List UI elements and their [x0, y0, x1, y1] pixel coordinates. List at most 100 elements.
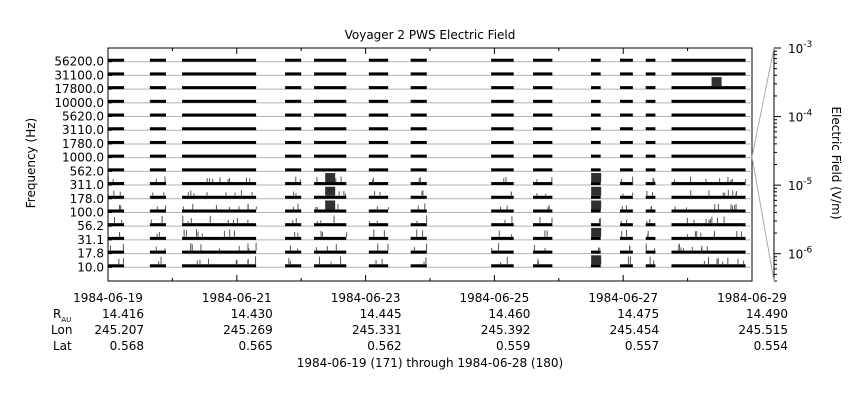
data-segment: [182, 195, 257, 199]
noise-spike: [500, 206, 502, 210]
data-segment: [149, 99, 166, 103]
data-segment: [149, 154, 166, 158]
noise-spike: [707, 257, 709, 265]
data-segment: [645, 182, 656, 186]
noise-spike: [387, 243, 389, 251]
row-label-r: RAU: [53, 307, 71, 324]
noise-spike: [622, 193, 624, 196]
y-tick-label: 5620.0: [62, 110, 104, 124]
noise-spike: [735, 193, 737, 196]
noise-spike: [599, 218, 601, 224]
data-segment: [645, 113, 656, 117]
data-segment: [619, 140, 633, 144]
data-segment: [591, 99, 601, 103]
noise-spike: [164, 248, 166, 251]
y-tick-label: 56.2: [77, 219, 104, 233]
data-segment: [285, 168, 302, 172]
noise-spike: [190, 190, 192, 196]
noise-spike: [418, 178, 420, 183]
data-segment: [619, 72, 633, 76]
data-segment: [410, 209, 427, 213]
noise-spike: [717, 204, 719, 210]
noise-spike: [731, 178, 733, 183]
data-segment: [285, 99, 302, 103]
data-segment: [285, 209, 302, 213]
data-segment: [591, 236, 601, 240]
noise-spike: [422, 190, 424, 196]
noise-spike: [723, 216, 725, 224]
data-segment: [285, 58, 302, 62]
x-tick-date: 1984-06-21: [202, 291, 272, 305]
plot-layer: 56200.031100.017800.010000.05620.03110.0…: [54, 40, 812, 353]
data-segment: [671, 250, 746, 254]
noise-spike: [498, 243, 500, 251]
noise-spike: [316, 221, 318, 224]
data-segment: [645, 72, 656, 76]
data-segment: [182, 86, 257, 90]
burst-mark: [591, 255, 602, 265]
data-segment: [533, 99, 553, 103]
data-segment: [591, 223, 601, 227]
noise-spike: [536, 193, 538, 196]
noise-spike: [647, 231, 649, 237]
noise-spike: [682, 248, 684, 251]
noise-spike: [649, 219, 651, 224]
chart-title: Voyager 2 PWS Electric Field: [345, 28, 516, 42]
x-tick-r-value: 14.430: [231, 307, 273, 321]
data-segment: [368, 99, 389, 103]
data-segment: [533, 223, 553, 227]
noise-spike: [247, 203, 249, 210]
data-segment: [533, 236, 553, 240]
data-segment: [491, 72, 514, 76]
data-segment: [410, 223, 427, 227]
colorbar-connector: [751, 47, 775, 158]
noise-spike: [708, 219, 710, 224]
noise-spike: [724, 192, 726, 196]
noise-spike: [621, 231, 623, 237]
noise-spike: [547, 206, 549, 210]
noise-spike: [113, 190, 115, 196]
noise-spike: [505, 177, 507, 183]
data-segment: [108, 140, 125, 144]
noise-spike: [510, 192, 512, 196]
noise-spike: [598, 218, 600, 224]
data-segment: [108, 209, 125, 213]
data-segment: [368, 209, 389, 213]
data-segment: [149, 195, 166, 199]
data-segment: [108, 113, 125, 117]
noise-spike: [297, 248, 299, 251]
y-tick-label: 56200.0: [54, 55, 104, 69]
noise-spike: [736, 231, 738, 237]
colorbar-tick-exponent: -5: [803, 177, 812, 187]
data-segment: [410, 168, 427, 172]
noise-spike: [652, 177, 654, 183]
data-segment: [591, 264, 601, 268]
noise-spike: [706, 246, 708, 251]
noise-spike: [546, 230, 548, 237]
noise-spike: [511, 216, 513, 224]
noise-spike: [326, 246, 328, 251]
noise-spike: [212, 178, 214, 183]
noise-spike: [537, 260, 539, 265]
data-segment: [491, 250, 514, 254]
noise-spike: [199, 259, 201, 265]
data-segment: [314, 250, 347, 254]
noise-spike: [315, 206, 317, 210]
data-segment: [314, 113, 347, 117]
x-tick-r-value: 14.445: [360, 307, 402, 321]
noise-spike: [740, 231, 742, 237]
data-segment: [410, 99, 427, 103]
data-segment: [645, 223, 656, 227]
noise-spike: [599, 247, 601, 251]
data-segment: [491, 99, 514, 103]
noise-spike: [545, 193, 547, 196]
data-segment: [149, 236, 166, 240]
x-tick-date: 1984-06-29: [717, 291, 787, 305]
x-tick-r-value: 14.490: [746, 307, 788, 321]
noise-spike: [114, 216, 116, 224]
noise-spike: [551, 217, 553, 224]
data-segment: [108, 264, 125, 268]
x-tick-lon-value: 245.269: [223, 323, 273, 337]
x-tick-date: 1984-06-25: [460, 291, 530, 305]
noise-spike: [645, 243, 647, 251]
